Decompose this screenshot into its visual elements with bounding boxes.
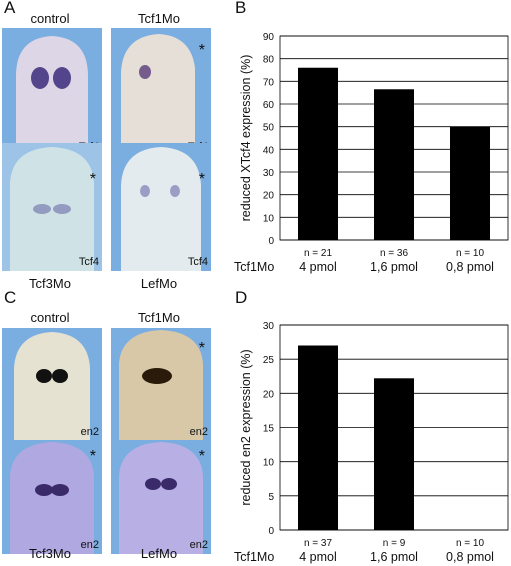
panel-a-photo-control: Tcf4: [2, 28, 102, 156]
marker-label: Tcf4: [78, 256, 99, 268]
panel-c-letter: C: [4, 288, 17, 307]
y-tick-label: 20: [263, 389, 275, 400]
category-label: 4 pmol: [299, 260, 337, 274]
panel-a-photo-tcf1mo: * Tcf4: [111, 28, 211, 156]
y-tick-label: 10: [263, 458, 275, 469]
marker-label: en2: [189, 539, 208, 551]
embryo-image: [10, 442, 94, 554]
bar: [374, 89, 414, 241]
y-tick-label: 25: [263, 355, 275, 366]
bar: [298, 67, 338, 240]
embryo-image: [121, 34, 195, 156]
panel-a-photo-lefmo: * Tcf4: [111, 143, 211, 271]
panel-a-letter: A: [4, 0, 16, 17]
embryo-image: [119, 330, 203, 440]
panel-b-letter: B: [235, 0, 247, 17]
marker-label: en2: [80, 539, 99, 551]
panel-a-label-control: control: [30, 11, 70, 26]
embryo-image: [16, 36, 88, 156]
asterisk-mark: *: [198, 171, 205, 188]
y-tick-label: 5: [268, 492, 274, 503]
panel-a-label-tcf3mo: Tcf3Mo: [29, 276, 71, 291]
y-tick-label: 80: [263, 55, 275, 66]
y-tick-label: 90: [263, 32, 275, 43]
marker-label: en2: [189, 426, 208, 438]
y-tick-label: 60: [263, 100, 275, 111]
y-tick-label: 15: [263, 424, 275, 435]
n-label: n = 9: [383, 538, 406, 549]
n-label: n = 37: [304, 538, 333, 549]
category-label: 0,8 pmol: [446, 550, 494, 564]
y-axis-label: reduced en2 expression (%): [239, 349, 253, 505]
n-label: n = 10: [456, 248, 485, 259]
y-tick-label: 0: [268, 526, 274, 537]
marker-label: en2: [80, 426, 99, 438]
n-label: n = 21: [304, 248, 333, 259]
asterisk-mark: *: [198, 340, 205, 357]
category-label: 0,8 pmol: [446, 260, 494, 274]
bar: [374, 378, 414, 530]
category-label: 1,6 pmol: [370, 550, 418, 564]
panel-c-photo-control: en2: [2, 328, 102, 456]
asterisk-mark: *: [198, 42, 205, 59]
embryo-image: [14, 332, 90, 440]
embryo-image: [119, 442, 203, 554]
chart-d: 0 5 10 15 20 25 30 reduced en2 expression (%) n …: [234, 321, 509, 564]
panel-c-label-tcf3mo: Tcf3Mo: [29, 546, 71, 561]
marker-label: Tcf4: [187, 256, 208, 268]
panel-a-label-tcf1mo: Tcf1Mo: [138, 11, 180, 26]
embryo-image: [10, 147, 94, 271]
asterisk-mark: *: [89, 448, 96, 465]
panel-d-letter: D: [235, 288, 248, 307]
panel-a-photo-tcf3mo: * Tcf4: [2, 143, 102, 271]
embryo-image: [121, 147, 201, 271]
panel-c-label-lefmo: LefMo: [140, 546, 178, 561]
y-tick-label: 0: [268, 236, 274, 247]
panel-c-photo-tcf1mo: * en2: [111, 328, 211, 456]
category-label: 1,6 pmol: [370, 260, 418, 274]
panel-c-label-control: control: [30, 310, 70, 325]
panel-a-label-lefmo: LefMo: [140, 276, 178, 291]
asterisk-mark: *: [89, 171, 96, 188]
n-label: n = 10: [456, 538, 485, 549]
category-label: 4 pmol: [299, 550, 337, 564]
row-label: Tcf1Mo: [234, 550, 274, 564]
bar: [450, 126, 490, 240]
y-tick-label: 30: [263, 168, 275, 179]
bar: [298, 345, 338, 530]
n-label: n = 36: [380, 248, 409, 259]
y-tick-label: 40: [263, 145, 275, 156]
row-label: Tcf1Mo: [234, 260, 274, 274]
panel-c-photo-lefmo: * en2: [111, 442, 211, 554]
chart-b: 0 10 20 30 40 50 60 70 80 90 reduced XTcf4 express…: [234, 32, 509, 274]
asterisk-mark: *: [198, 448, 205, 465]
y-tick-label: 70: [263, 77, 275, 88]
panel-c-label-tcf1mo: Tcf1Mo: [138, 310, 180, 325]
y-tick-label: 50: [263, 123, 275, 134]
panel-c-photo-tcf3mo: * en2: [2, 442, 102, 554]
y-axis-label: reduced XTcf4 expression (%): [239, 55, 253, 222]
y-tick-label: 20: [263, 191, 275, 202]
y-tick-label: 30: [263, 321, 275, 332]
y-tick-label: 10: [263, 213, 275, 224]
